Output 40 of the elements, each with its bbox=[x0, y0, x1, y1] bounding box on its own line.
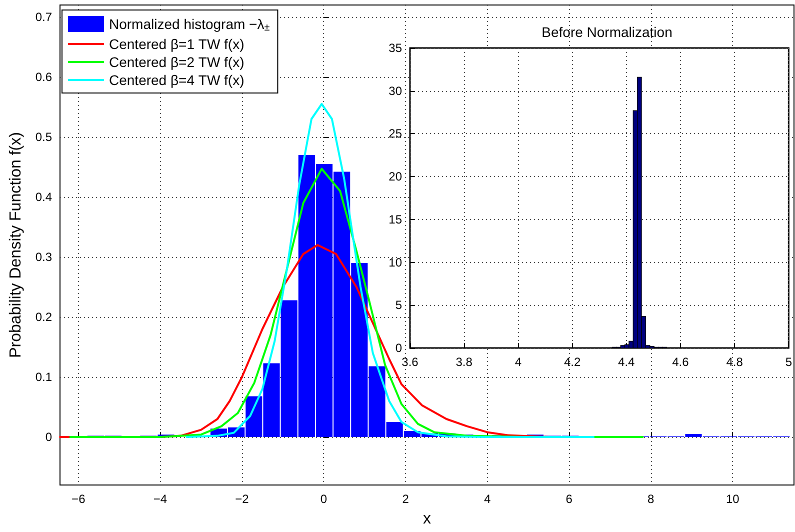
x-tick-label: 0 bbox=[320, 492, 328, 506]
x-tick-label: 2 bbox=[402, 492, 410, 506]
y-tick-label: 30 bbox=[388, 84, 402, 98]
x-tick-label: 6 bbox=[566, 492, 573, 506]
chart-title: Before Normalization bbox=[542, 24, 672, 40]
y-tick-label: 5 bbox=[395, 298, 402, 312]
y-tick-label: 0.5 bbox=[35, 130, 52, 144]
x-tick-label: 4.8 bbox=[726, 355, 744, 369]
y-tick-label: 0 bbox=[45, 430, 52, 444]
legend-label: Centered β=2 TW f(x) bbox=[109, 54, 244, 70]
y-tick-label: 0 bbox=[395, 341, 402, 355]
y-tick-label: 35 bbox=[388, 41, 402, 55]
y-tick-label: 0.7 bbox=[35, 10, 52, 24]
x-tick-label: 8 bbox=[648, 492, 655, 506]
y-tick-label: 15 bbox=[388, 212, 402, 226]
x-tick-label: 4 bbox=[484, 492, 491, 506]
y-tick-label: 20 bbox=[388, 170, 402, 184]
legend-label: Centered β=1 TW f(x) bbox=[109, 36, 244, 52]
x-tick-label: 4 bbox=[514, 355, 522, 369]
x-tick-label: −6 bbox=[72, 492, 86, 506]
y-tick-label: 25 bbox=[388, 126, 402, 141]
legend-label: Normalized histogram −λ± bbox=[109, 16, 270, 34]
y-tick-label: 0.2 bbox=[35, 310, 52, 324]
x-tick-label: 3.6 bbox=[402, 355, 419, 369]
y-tick-label: 0.4 bbox=[35, 190, 52, 204]
y-tick-label: 0.6 bbox=[35, 70, 52, 84]
x-tick-label: 4.6 bbox=[672, 355, 690, 369]
y-tick-label: 0.1 bbox=[35, 370, 52, 384]
x-tick-label: 10 bbox=[726, 492, 740, 506]
x-tick-label: 4.4 bbox=[618, 355, 636, 369]
x-tick-label: −2 bbox=[235, 492, 250, 506]
x-tick-label: 3.8 bbox=[456, 355, 473, 369]
y-axis-title: Probability Density Function f(x) bbox=[8, 132, 24, 358]
y-tick-label: 0.3 bbox=[35, 250, 52, 264]
x-tick-label: 5 bbox=[785, 355, 792, 369]
x-tick-label: −4 bbox=[153, 492, 168, 506]
y-tick-label: 10 bbox=[388, 255, 402, 270]
x-tick-label: 4.2 bbox=[564, 355, 581, 369]
legend-label: Centered β=4 TW f(x) bbox=[109, 72, 244, 88]
x-axis-title: x bbox=[423, 510, 431, 528]
